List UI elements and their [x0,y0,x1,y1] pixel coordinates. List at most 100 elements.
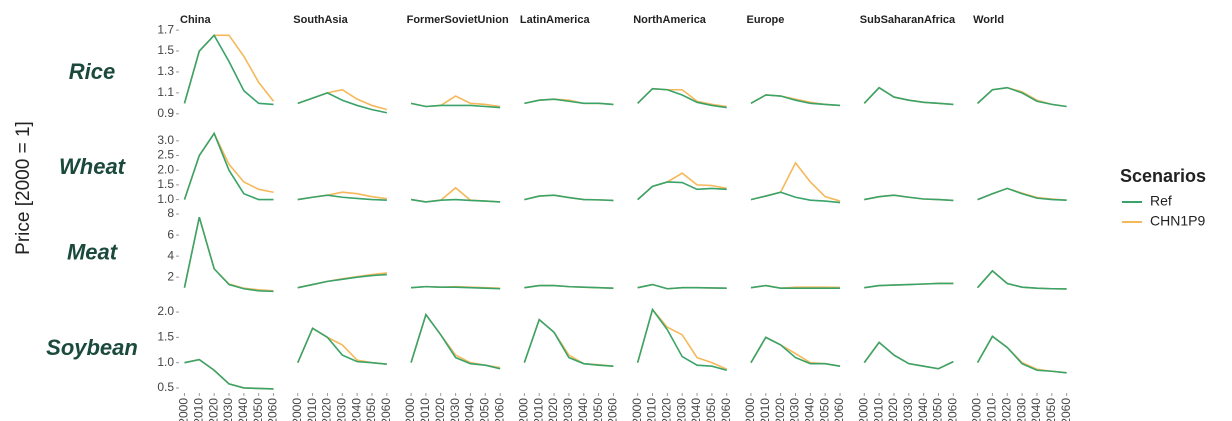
row-label: Soybean [46,335,138,360]
x-tick-label: 2000 [743,398,757,421]
x-tick-label: 2060 [492,398,506,421]
x-tick-label: 2030 [334,398,348,421]
x-tick-label: 2030 [1014,398,1028,421]
y-tick-label: 1.1 [157,85,174,99]
x-tick-label: 2040 [916,398,930,421]
series-line [183,131,274,201]
series-line [977,187,1067,201]
x-tick-label: 2020 [886,398,900,421]
series-line [410,312,501,369]
x-tick-label: 2030 [561,398,575,421]
x-tick-label: 2050 [477,398,491,421]
series-line [750,94,841,107]
series-line [410,102,501,109]
series-line [183,216,274,293]
series-line [410,198,501,203]
column-label: Europe [747,14,785,26]
series-line [863,341,954,370]
series-line [977,86,1067,108]
series-line [976,335,1067,374]
series-line [297,273,387,289]
x-tick-label: 2030 [221,398,235,421]
x-tick-label: 2030 [788,398,802,421]
series-line [183,216,274,292]
series-line [523,318,614,367]
series-line [637,172,727,201]
y-tick-label: 8 [167,206,174,220]
y-tick-label: 4 [167,248,174,262]
column-label: SouthAsia [293,14,348,26]
column-label: FormerSovietUnion [407,14,509,26]
x-tick-label: 2030 [674,398,688,421]
series-line [184,358,274,390]
series-line [297,194,387,201]
series-line [750,284,841,290]
series-line [637,283,727,290]
x-tick-label: 2020 [206,398,220,421]
y-tick-label: 3.0 [157,133,174,147]
series-line [750,336,841,367]
x-tick-label: 2010 [645,398,659,421]
y-tick-label: 1.0 [157,355,174,369]
x-tick-label: 2010 [191,398,205,421]
series-line [864,282,954,289]
y-tick-label: 2.5 [157,148,174,162]
x-tick-label: 2050 [364,398,378,421]
x-tick-label: 2060 [1059,398,1073,421]
series-line [524,98,614,106]
x-tick-label: 2010 [871,398,885,421]
x-tick-label: 2060 [719,398,733,421]
x-tick-label: 2040 [349,398,363,421]
legend-title: Scenarios [1120,166,1206,186]
y-tick-label: 6 [167,227,174,241]
y-tick-label: 0.9 [157,106,174,120]
series-line [636,307,727,372]
x-tick-label: 2010 [985,398,999,421]
x-tick-label: 2050 [1044,398,1058,421]
x-tick-label: 2040 [576,398,590,421]
x-tick-label: 2000 [517,398,531,421]
x-tick-label: 2060 [266,398,280,421]
x-tick-label: 2050 [704,398,718,421]
column-label: LatinAmerica [520,14,591,26]
x-tick-label: 2020 [433,398,447,421]
y-tick-label: 1.5 [157,177,174,191]
y-tick-label: 2.0 [157,162,174,176]
x-tick-label: 2020 [660,398,674,421]
x-tick-label: 2060 [379,398,393,421]
series-line [523,318,614,367]
x-tick-label: 2030 [448,398,462,421]
series-line [976,269,1067,290]
x-tick-label: 2020 [999,398,1013,421]
series-line [297,327,387,365]
y-tick-label: 0.5 [157,380,174,394]
x-tick-label: 2020 [320,398,334,421]
series-line [864,194,954,202]
series-line [863,86,954,106]
column-label: NorthAmerica [633,14,707,26]
series-line [524,284,614,290]
series-line [863,341,954,370]
y-axis-label: Price [2000 = 1] [13,121,34,255]
x-tick-label: 2010 [305,398,319,421]
x-tick-label: 2050 [251,398,265,421]
row-label: Meat [67,239,119,264]
series-line [637,87,727,109]
series-line [297,191,387,201]
x-tick-label: 2000 [403,398,417,421]
column-label: China [180,14,211,26]
x-tick-label: 2060 [946,398,960,421]
row-label: Wheat [59,154,127,179]
series-line [410,312,501,370]
series-line [183,131,274,200]
series-line [750,161,841,202]
x-tick-label: 2020 [546,398,560,421]
legend-label: CHN1P9 [1150,213,1205,229]
y-tick-label: 1.5 [157,330,174,344]
y-tick-label: 1.3 [157,64,174,78]
x-tick-label: 2050 [817,398,831,421]
column-label: SubSaharanAfrica [860,14,956,26]
series-line [750,336,841,367]
y-tick-label: 2 [167,269,174,283]
series-line [750,191,841,204]
